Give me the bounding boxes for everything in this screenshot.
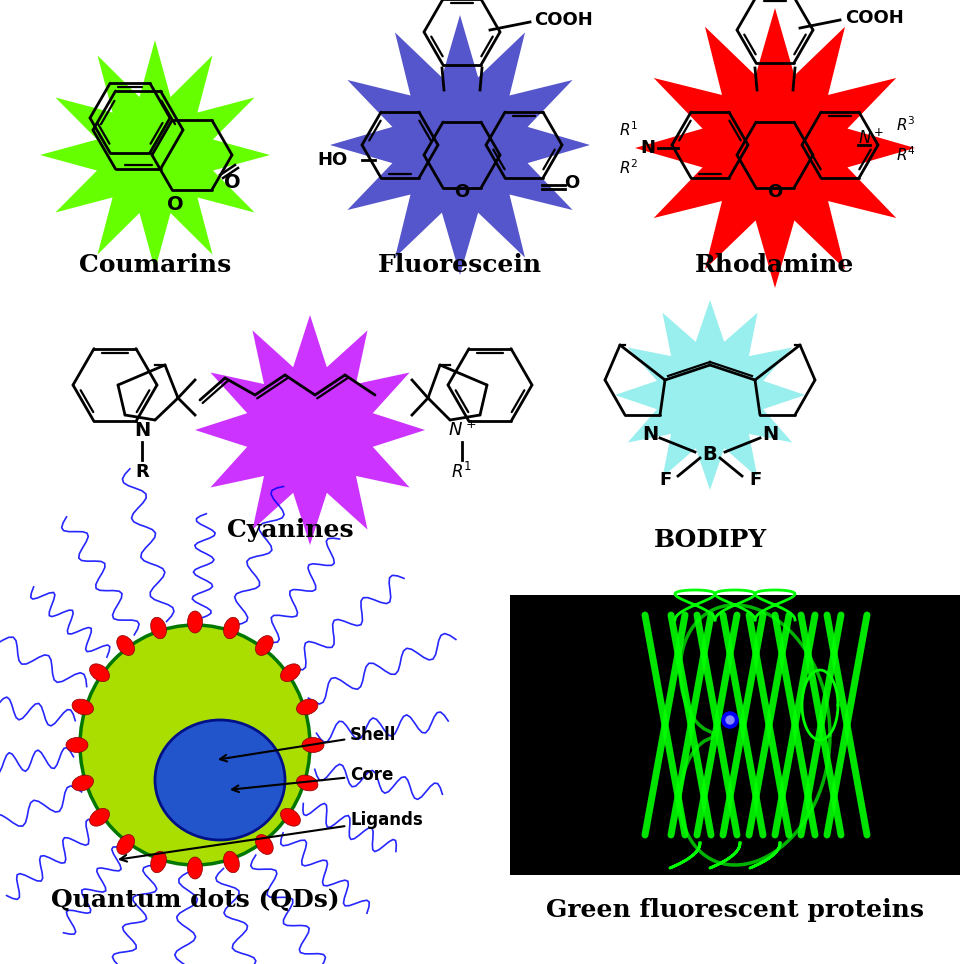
- Ellipse shape: [80, 625, 310, 865]
- Text: $R^2$: $R^2$: [618, 159, 638, 177]
- Text: R: R: [135, 463, 149, 481]
- Text: N: N: [134, 420, 150, 440]
- Text: Quantum dots (QDs): Quantum dots (QDs): [51, 888, 339, 912]
- Ellipse shape: [151, 851, 167, 872]
- Text: COOH: COOH: [534, 11, 593, 29]
- Text: HO: HO: [317, 151, 347, 169]
- Ellipse shape: [256, 635, 273, 656]
- Text: Shell: Shell: [220, 726, 396, 762]
- Polygon shape: [635, 8, 915, 288]
- Text: Fluorescein: Fluorescein: [378, 253, 542, 277]
- Text: O: O: [167, 196, 183, 215]
- FancyBboxPatch shape: [510, 595, 960, 875]
- Ellipse shape: [280, 809, 301, 826]
- Text: $R^1$: $R^1$: [452, 462, 472, 482]
- Ellipse shape: [187, 857, 203, 879]
- Text: O: O: [564, 174, 579, 192]
- Ellipse shape: [297, 775, 318, 790]
- Ellipse shape: [187, 611, 203, 633]
- Text: F: F: [659, 471, 671, 489]
- Ellipse shape: [280, 664, 301, 682]
- Text: $R^3$: $R^3$: [896, 116, 915, 134]
- Text: BODIPY: BODIPY: [654, 528, 766, 552]
- Ellipse shape: [117, 835, 134, 854]
- Text: Core: Core: [232, 766, 393, 792]
- Ellipse shape: [73, 775, 93, 790]
- Text: B: B: [703, 445, 717, 465]
- Polygon shape: [615, 300, 805, 490]
- Polygon shape: [195, 315, 425, 545]
- Ellipse shape: [302, 737, 324, 753]
- Ellipse shape: [89, 664, 110, 682]
- Ellipse shape: [223, 851, 239, 872]
- Text: O: O: [223, 174, 240, 193]
- Text: O: O: [767, 183, 783, 201]
- Text: Coumarins: Coumarins: [78, 253, 231, 277]
- Text: $R^1$: $R^1$: [618, 120, 638, 140]
- Text: Cyanines: Cyanines: [226, 518, 354, 542]
- Polygon shape: [330, 15, 590, 275]
- Ellipse shape: [89, 809, 110, 826]
- Text: F: F: [749, 471, 761, 489]
- Ellipse shape: [73, 699, 93, 715]
- Ellipse shape: [151, 617, 167, 639]
- Text: N: N: [642, 425, 659, 444]
- Text: O: O: [455, 183, 469, 201]
- Ellipse shape: [297, 699, 318, 715]
- Ellipse shape: [223, 617, 239, 639]
- Text: N: N: [761, 425, 778, 444]
- Text: COOH: COOH: [845, 9, 904, 27]
- Text: $R^4$: $R^4$: [896, 146, 916, 164]
- Text: Green fluorescent proteins: Green fluorescent proteins: [546, 898, 924, 922]
- Text: Rhodamine: Rhodamine: [696, 253, 855, 277]
- Text: $N^+$: $N^+$: [858, 128, 884, 147]
- Ellipse shape: [66, 737, 88, 753]
- Polygon shape: [40, 40, 270, 270]
- Ellipse shape: [155, 720, 285, 840]
- Circle shape: [722, 712, 738, 728]
- Text: $N^+$: $N^+$: [448, 420, 476, 440]
- Text: Ligands: Ligands: [121, 811, 422, 862]
- Circle shape: [726, 716, 734, 724]
- Ellipse shape: [117, 635, 134, 656]
- Ellipse shape: [256, 835, 273, 854]
- Text: N: N: [641, 139, 656, 157]
